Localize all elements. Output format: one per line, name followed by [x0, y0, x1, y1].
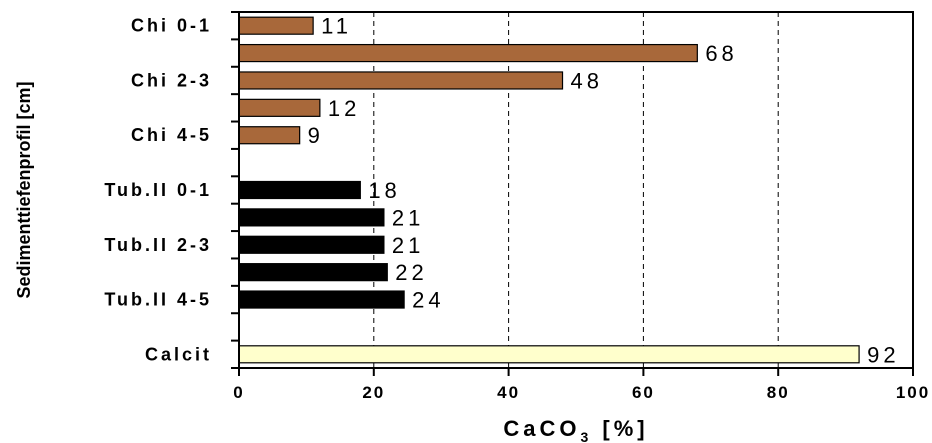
- bar: [238, 208, 385, 227]
- y-axis-ticks: [231, 11, 239, 369]
- bar: [238, 126, 301, 145]
- data-label: 12: [328, 96, 360, 121]
- data-label: 24: [412, 288, 444, 313]
- category-label: Chi 0-1: [131, 16, 212, 36]
- bar: [238, 98, 321, 117]
- x-axis-title-subscript: 3: [581, 429, 593, 443]
- category-label: Tub.II 0-1: [104, 180, 212, 200]
- plot-area-border: [238, 11, 914, 369]
- category-label: Tub.II 2-3: [104, 235, 212, 255]
- bar: [238, 263, 388, 282]
- x-axis-title: CaCO3 [%]: [503, 416, 648, 443]
- x-tick-label: 40: [497, 383, 520, 402]
- data-label: 92: [867, 342, 899, 367]
- bar: [238, 180, 361, 200]
- data-label: 68: [705, 41, 737, 66]
- x-tick-label: 80: [767, 383, 790, 402]
- bar: [238, 16, 314, 35]
- category-label: Chi 2-3: [131, 70, 212, 90]
- y-axis-title: Sedimenttiefenprofil [cm]: [14, 81, 34, 298]
- category-label: Calcit: [145, 344, 212, 364]
- data-label: 9: [308, 123, 324, 148]
- category-label: Tub.II 4-5: [104, 290, 212, 310]
- x-tick-label: 20: [362, 383, 385, 402]
- data-label: 21: [392, 233, 424, 258]
- category-label: Chi 4-5: [131, 125, 212, 145]
- x-tick-label: 0: [233, 383, 244, 402]
- bars: [238, 16, 860, 364]
- bar: [238, 290, 405, 309]
- x-axis-ticks: [238, 368, 914, 376]
- x-tick-label: 100: [896, 383, 930, 402]
- x-axis-title-unit: [%]: [592, 416, 648, 441]
- x-axis-title-main: CaCO: [503, 416, 580, 441]
- bar: [238, 235, 385, 254]
- x-tick-label: 60: [632, 383, 655, 402]
- data-label: 48: [571, 68, 603, 93]
- data-label: 22: [395, 260, 427, 285]
- category-labels: Chi 0-1 Chi 2-3 Chi 4-5 Tub.II 0-1 Tub.II 2-…: [104, 16, 212, 365]
- x-tick-labels: 0 20 40 60 80 100: [233, 383, 930, 402]
- data-label: 18: [368, 178, 400, 203]
- data-label: 11: [321, 14, 352, 39]
- bar: [238, 345, 860, 364]
- bar: [238, 71, 564, 90]
- bar: [238, 43, 698, 63]
- data-label: 21: [392, 205, 424, 230]
